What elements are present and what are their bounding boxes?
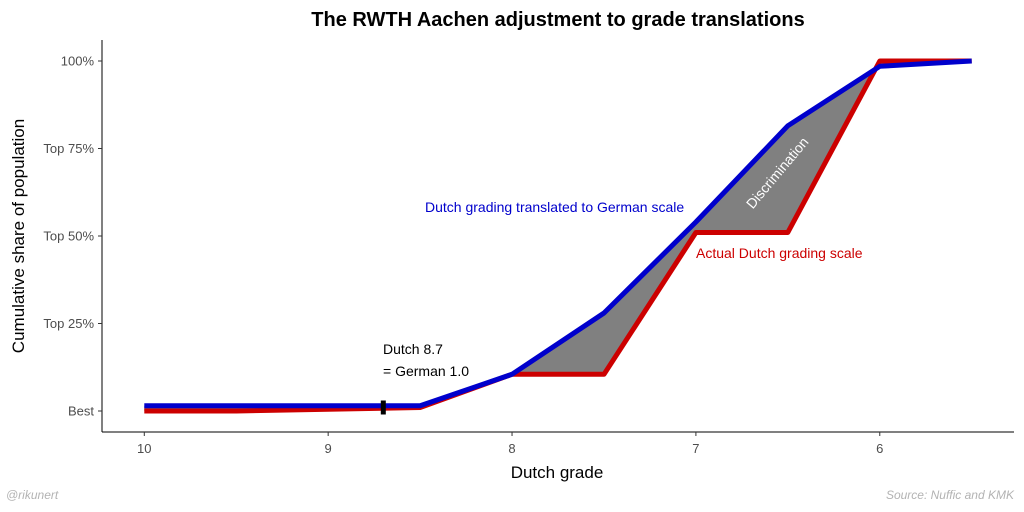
red-series-label: Actual Dutch grading scale bbox=[696, 245, 863, 261]
x-tick-label: 8 bbox=[508, 441, 515, 456]
x-tick-label: 7 bbox=[692, 441, 699, 456]
y-axis-title: Cumulative share of population bbox=[9, 119, 28, 353]
plot-area bbox=[144, 58, 972, 415]
y-ticks: Best Top 25% Top 50% Top 75% 100% bbox=[43, 54, 102, 419]
marker-8-7 bbox=[380, 400, 386, 415]
x-tick-label: 6 bbox=[876, 441, 883, 456]
y-tick-label: Top 50% bbox=[43, 229, 94, 244]
x-tick-label: 9 bbox=[325, 441, 332, 456]
marker-label-line1: Dutch 8.7 bbox=[383, 341, 443, 357]
x-ticks: 10 9 8 7 6 bbox=[137, 432, 883, 456]
y-tick-label: 100% bbox=[61, 54, 95, 69]
discrimination-area bbox=[144, 61, 972, 411]
y-tick-label: Top 25% bbox=[43, 316, 94, 331]
series-line-translated-german bbox=[144, 58, 972, 409]
x-axis-title: Dutch grade bbox=[511, 463, 604, 482]
blue-series-label: Dutch grading translated to German scale bbox=[425, 199, 684, 215]
marker-label-line2: = German 1.0 bbox=[383, 363, 469, 379]
y-tick-label: Best bbox=[68, 404, 94, 419]
series-line-actual-dutch bbox=[144, 58, 972, 414]
x-tick-label: 10 bbox=[137, 441, 151, 456]
y-tick-label: Top 75% bbox=[43, 141, 94, 156]
caption-left: @rikunert bbox=[6, 488, 59, 502]
chart-title: The RWTH Aachen adjustment to grade tran… bbox=[311, 9, 804, 31]
caption-right: Source: Nuffic and KMK bbox=[886, 488, 1015, 502]
